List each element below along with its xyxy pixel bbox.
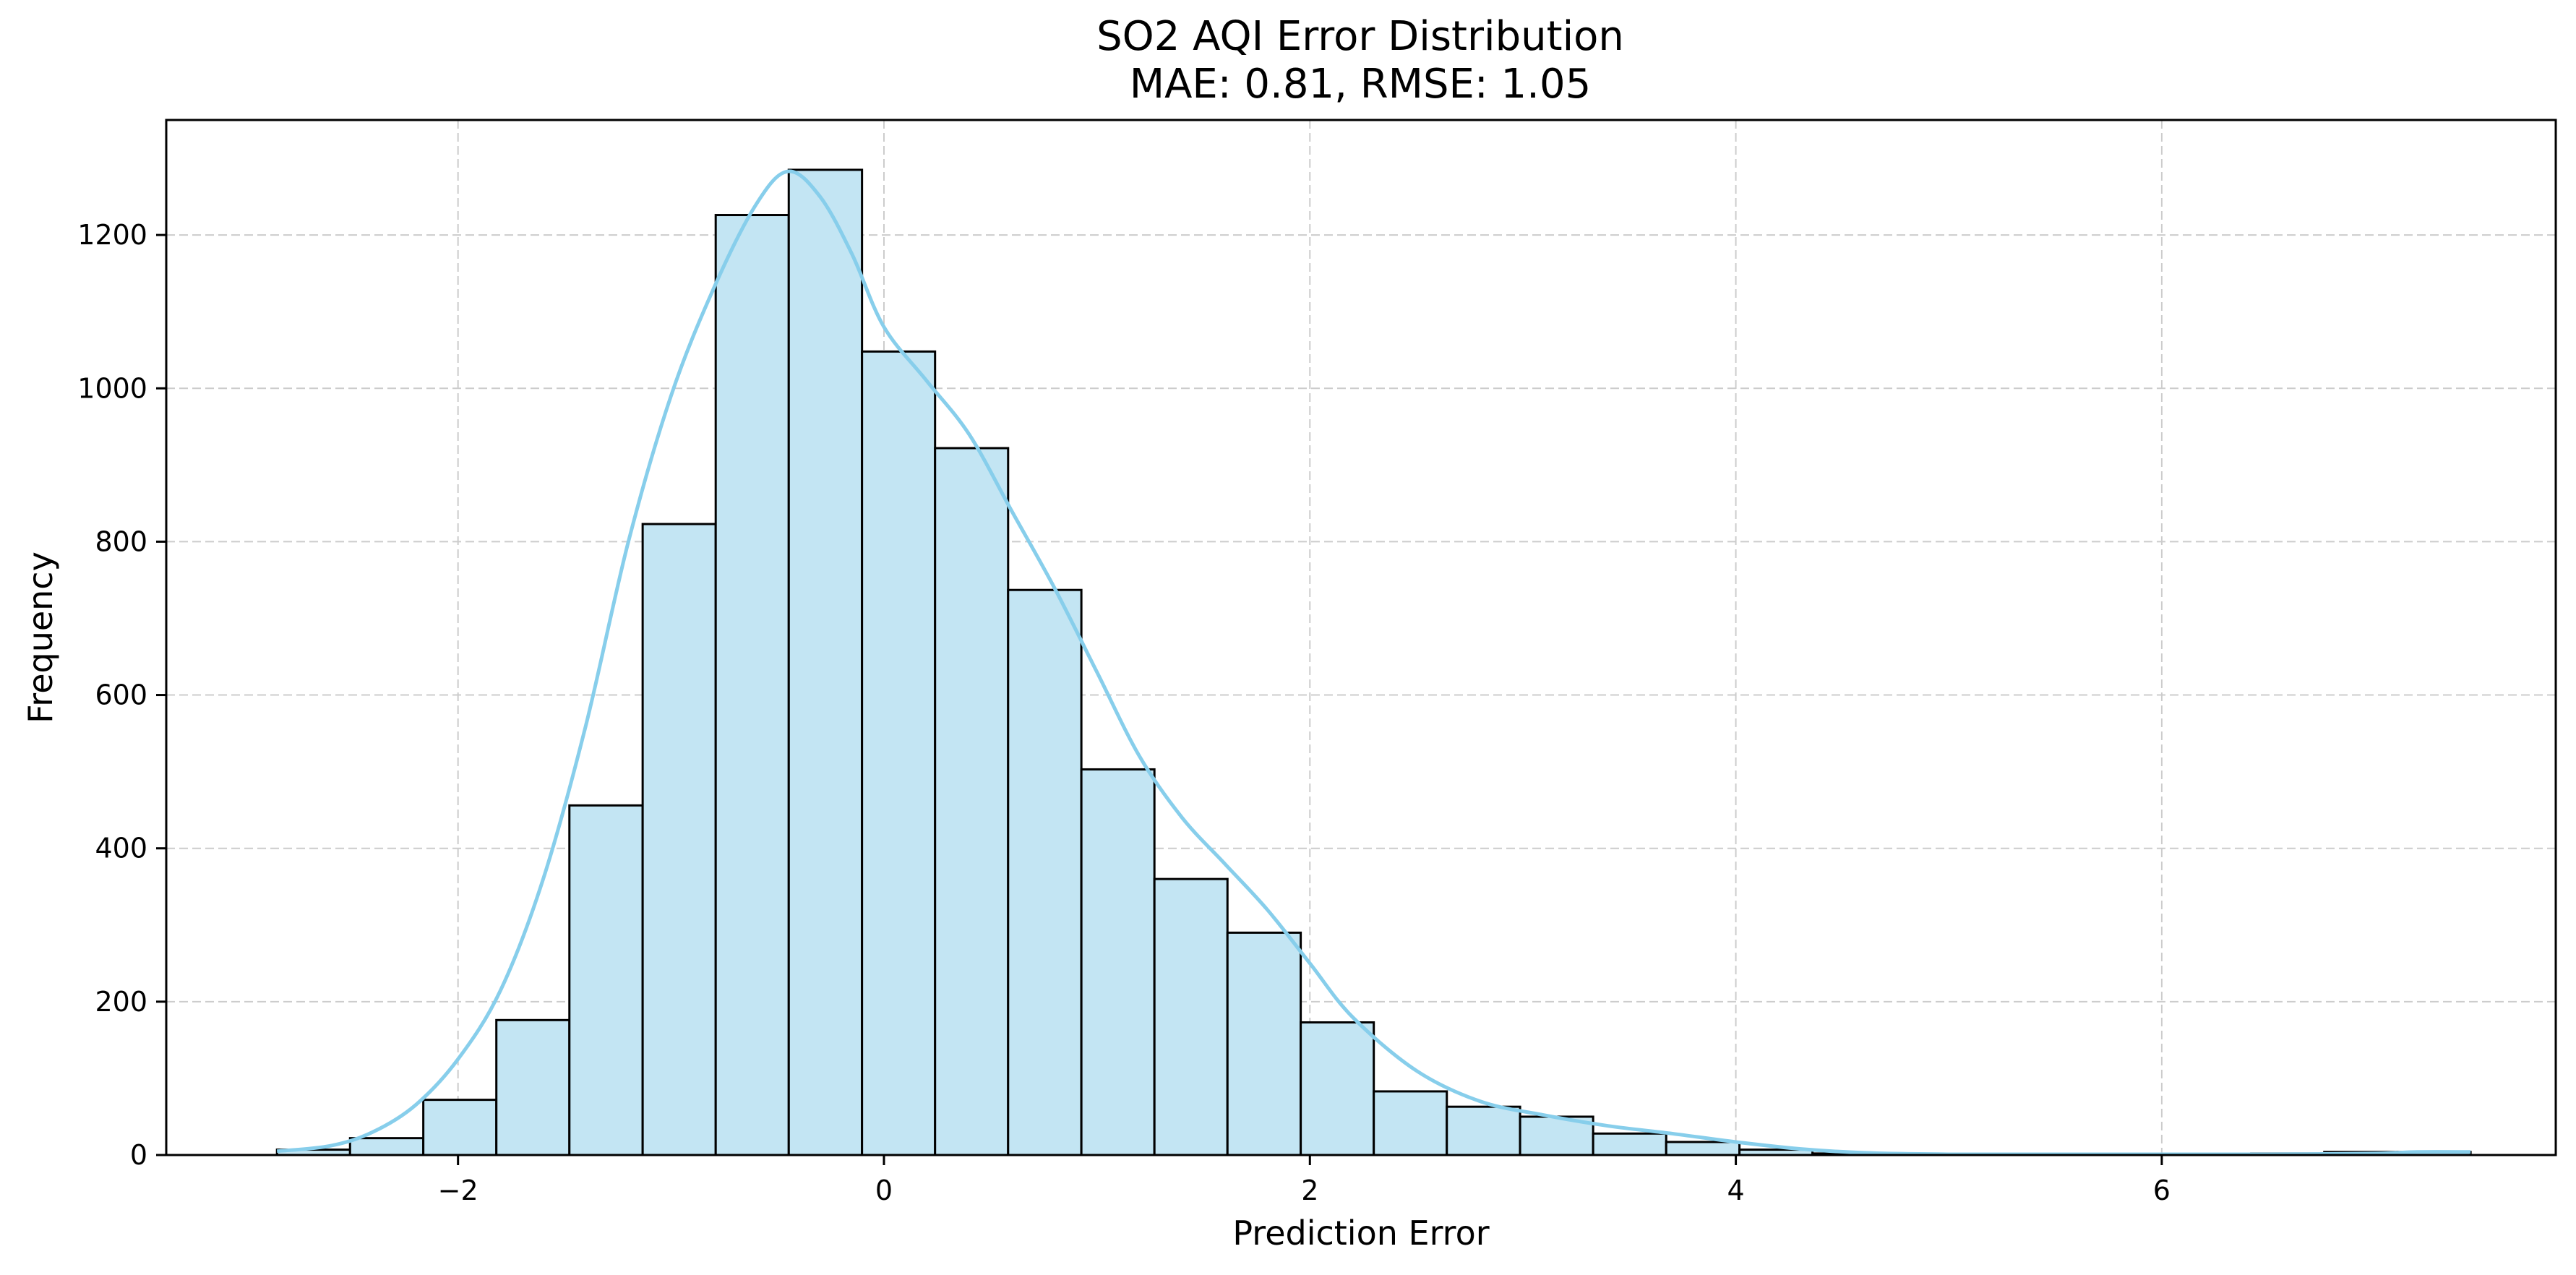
x-axis-label: Prediction Error xyxy=(1232,1214,1489,1253)
y-tick-label: 400 xyxy=(95,833,147,864)
y-tick-label: 0 xyxy=(130,1139,147,1171)
y-tick-label: 1000 xyxy=(77,372,147,404)
y-tick-label: 200 xyxy=(95,986,147,1018)
kde-curve xyxy=(276,169,2471,1156)
histogram-bar xyxy=(495,1018,571,1156)
histogram-bar xyxy=(787,168,864,1156)
histogram-bar xyxy=(641,523,717,1156)
y-tick-label: 1200 xyxy=(77,219,147,251)
histogram-bar xyxy=(1007,588,1083,1156)
histogram-bar xyxy=(348,1137,425,1156)
histogram-bar xyxy=(422,1099,498,1156)
plot-frame xyxy=(165,119,2557,1156)
histogram-bar xyxy=(1665,1141,1741,1156)
x-tick-label: 4 xyxy=(1727,1175,1744,1206)
histogram-bar xyxy=(568,804,644,1156)
histogram-bar xyxy=(1153,877,1229,1156)
histogram-bar xyxy=(1592,1132,1667,1156)
chart-subtitle: MAE: 0.81, RMSE: 1.05 xyxy=(1129,61,1592,108)
histogram-bar xyxy=(1080,768,1156,1156)
histogram-bar xyxy=(714,214,790,1156)
histogram-bar xyxy=(1373,1090,1448,1156)
histogram-bars xyxy=(275,168,2472,1156)
chart-title: SO2 AQI Error Distribution xyxy=(1096,13,1624,60)
y-axis-label: Frequency xyxy=(21,551,60,724)
y-tick-label: 800 xyxy=(95,525,147,557)
histogram-bar xyxy=(1446,1105,1521,1156)
x-tick-label: 6 xyxy=(2153,1175,2171,1206)
x-tick-label: −2 xyxy=(438,1175,478,1206)
y-axis-ticks: 0 200 400 600 800 1000 1200 xyxy=(77,219,166,1171)
y-tick-label: 600 xyxy=(95,679,147,711)
histogram-bar xyxy=(1226,931,1302,1156)
x-tick-label: 0 xyxy=(875,1175,893,1206)
histogram-bar xyxy=(934,447,1010,1156)
kde-line xyxy=(276,169,2471,1156)
x-axis-ticks: −2 0 2 4 6 xyxy=(438,1155,2171,1206)
x-tick-label: 2 xyxy=(1301,1175,1318,1206)
grid xyxy=(166,120,2556,1156)
histogram-bar xyxy=(861,350,937,1156)
histogram-bar xyxy=(1300,1021,1375,1156)
